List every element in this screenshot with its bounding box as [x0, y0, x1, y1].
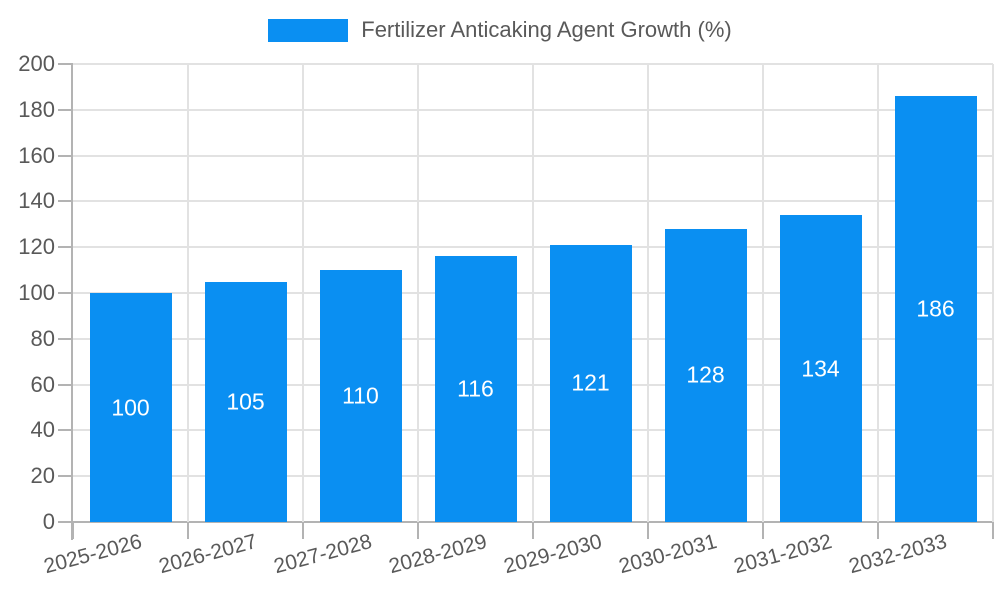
- y-tick-20: [58, 475, 72, 478]
- x-tick-label-2031-2032: 2031-2032: [731, 530, 835, 579]
- y-tick-label-0: 0: [42, 509, 55, 534]
- bar-2027-2028[interactable]: 110: [319, 270, 402, 522]
- y-tick-label-60: 60: [30, 371, 55, 397]
- bar-value-label: 128: [686, 361, 725, 388]
- bar-2026-2027[interactable]: 105: [204, 281, 287, 522]
- y-tick-label-140: 140: [18, 188, 55, 214]
- y-tick-140: [58, 200, 72, 203]
- y-tick-label-80: 80: [30, 325, 55, 351]
- gridline-x-7: [877, 64, 879, 522]
- x-axis-line: [58, 521, 993, 523]
- gridline-x-6: [762, 64, 764, 522]
- bar-value-label: 100: [111, 394, 150, 420]
- y-tick-label-20: 20: [30, 463, 55, 489]
- y-tick-100: [58, 292, 72, 294]
- y-tick-40: [58, 429, 72, 432]
- gridline-x-4: [532, 64, 534, 522]
- y-tick-60: [58, 383, 72, 386]
- gridline-x-3: [417, 64, 419, 522]
- bar-2029-2030[interactable]: 121: [549, 244, 632, 522]
- x-tick-label-2026-2027: 2026-2027: [156, 530, 260, 579]
- y-tick-label-180: 180: [18, 96, 55, 122]
- legend-swatch: [268, 18, 349, 42]
- y-tick-160: [58, 154, 72, 157]
- x-tick-label-2029-2030: 2029-2030: [501, 530, 605, 579]
- y-tick-label-160: 160: [18, 142, 55, 168]
- y-tick-label-40: 40: [30, 417, 55, 443]
- y-tick-0: [58, 521, 72, 523]
- bar-value-label: 134: [801, 355, 840, 382]
- y-tick-120: [58, 246, 72, 249]
- bar-value-label: 186: [916, 295, 955, 322]
- plot-area: 100 105 110 116 121 128 134 186: [73, 63, 994, 522]
- bar-2028-2029[interactable]: 116: [434, 256, 517, 522]
- x-tick-8: [992, 522, 994, 539]
- x-tick-label-2032-2033: 2032-2033: [846, 530, 950, 579]
- x-tick-3: [417, 522, 419, 539]
- x-tick-7: [877, 522, 879, 539]
- y-tick-label-200: 200: [18, 51, 55, 76]
- y-tick-80: [58, 337, 72, 340]
- gridline-x-1: [187, 64, 189, 522]
- x-tick-label-2028-2029: 2028-2029: [386, 530, 490, 579]
- x-tick-0: [72, 522, 74, 539]
- y-axis-line: [71, 63, 73, 540]
- bar-value-label: 121: [571, 369, 610, 396]
- y-tick-200: [58, 63, 72, 65]
- y-tick-180: [58, 108, 72, 111]
- x-tick-label-2025-2026: 2025-2026: [41, 530, 145, 579]
- legend[interactable]: Fertilizer Anticaking Agent Growth (%): [0, 17, 1000, 43]
- x-tick-2: [302, 522, 304, 539]
- y-tick-label-120: 120: [18, 234, 55, 260]
- bar-2025-2026[interactable]: 100: [89, 293, 172, 522]
- bar-value-label: 105: [226, 388, 265, 415]
- x-tick-label-2030-2031: 2030-2031: [616, 530, 720, 579]
- gridline-x-8: [992, 64, 994, 522]
- bar-2030-2031[interactable]: 128: [664, 228, 747, 522]
- x-tick-label-2027-2028: 2027-2028: [271, 530, 375, 579]
- bar-value-label: 110: [342, 382, 379, 409]
- legend-label: Fertilizer Anticaking Agent Growth (%): [361, 17, 732, 42]
- y-tick-label-100: 100: [18, 280, 55, 305]
- x-tick-6: [762, 522, 764, 539]
- gridline-x-5: [647, 64, 649, 522]
- x-tick-4: [532, 522, 534, 539]
- x-tick-5: [647, 522, 649, 539]
- gridline-x-2: [302, 64, 304, 522]
- bar-2031-2032[interactable]: 134: [779, 215, 862, 522]
- x-tick-1: [187, 522, 189, 539]
- bar-2032-2033[interactable]: 186: [894, 96, 977, 522]
- bar-value-label: 116: [457, 375, 494, 402]
